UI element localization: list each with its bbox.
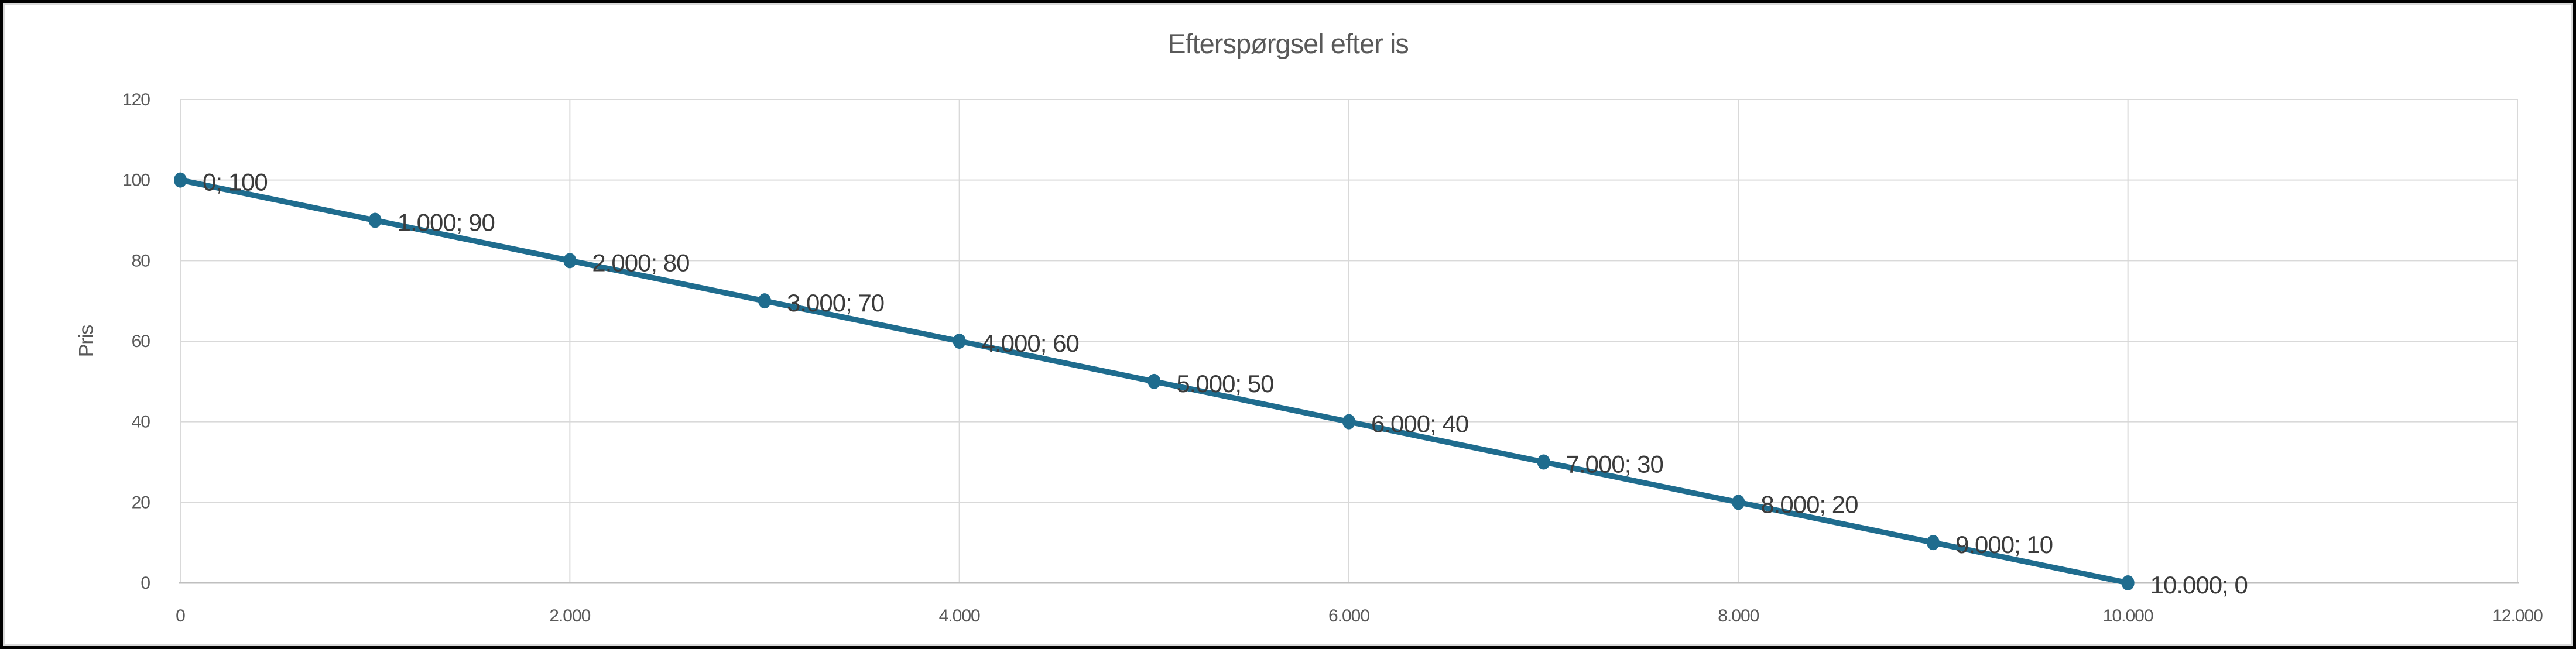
x-tick-label: 2.000 [549,606,590,626]
data-labels: 0; 100 1.000; 90 2.000; 80 3.000; 70 4.000; … [203,169,2248,599]
y-tick-label: 60 [132,332,150,351]
data-point-marker[interactable] [368,212,382,228]
data-point-label: 10.000; 0 [2150,571,2248,599]
data-point-label: 8.000; 20 [1760,490,1858,518]
y-tick-label: 120 [122,90,150,109]
y-tick-label: 40 [132,413,150,432]
x-axis-tick-labels: 0 2.000 4.000 6.000 8.000 10.000 12.000 [176,606,2543,626]
data-point-marker[interactable] [1537,454,1550,470]
data-point-marker[interactable] [1342,414,1355,430]
data-point-marker[interactable] [953,334,966,349]
y-axis-tick-labels: 0 20 40 60 80 100 120 [122,90,150,593]
data-point-label: 7.000; 30 [1566,451,1663,478]
data-point-label: 3.000; 70 [787,289,884,317]
x-tick-label: 0 [176,606,185,626]
data-point-markers[interactable] [174,172,2135,590]
data-point-marker[interactable] [1147,373,1161,389]
y-tick-label: 80 [132,251,150,270]
data-point-marker[interactable] [1927,535,1940,551]
x-tick-label: 8.000 [1718,606,1759,626]
gridlines [180,99,2518,583]
data-point-label: 1.000; 90 [398,209,495,236]
y-tick-label: 100 [122,171,150,190]
data-point-label: 4.000; 60 [982,329,1079,357]
data-point-marker[interactable] [1732,495,1745,510]
chart-title: Efterspørgsel efter is [1167,28,1409,59]
y-tick-label: 20 [132,493,150,512]
data-point-label: 0; 100 [203,169,268,196]
data-point-label: 5.000; 50 [1176,370,1273,397]
data-point-marker[interactable] [758,293,771,309]
x-tick-label: 10.000 [2103,606,2153,626]
x-tick-label: 6.000 [1328,606,1369,626]
y-tick-label: 0 [141,574,150,593]
x-tick-label: 4.000 [939,606,980,626]
data-point-marker[interactable] [563,253,577,269]
x-tick-label: 12.000 [2492,606,2543,626]
data-point-label: 2.000; 80 [592,249,689,276]
chart-canvas[interactable] [3,3,2573,646]
data-point-label: 6.000; 40 [1371,410,1468,438]
data-point-label: 9.000; 10 [1955,531,2053,558]
data-point-marker[interactable] [2121,575,2135,590]
y-axis-title: Pris [75,325,98,358]
data-point-marker[interactable] [174,172,187,188]
